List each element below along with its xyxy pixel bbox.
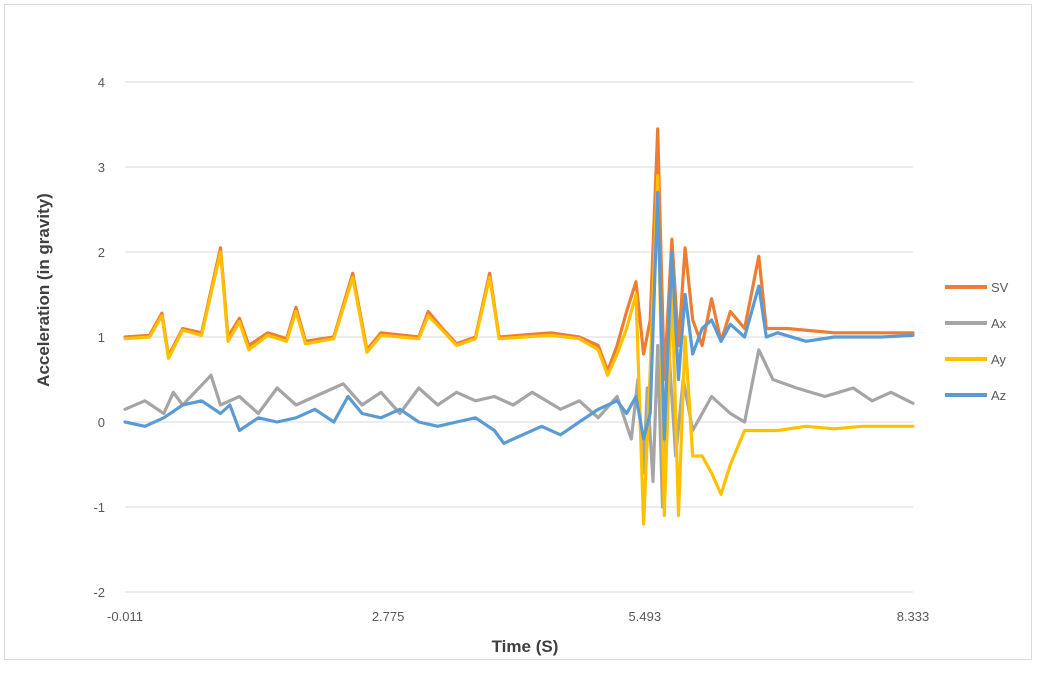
y-tick-label: 0 [98, 415, 105, 430]
y-tick-label: 3 [98, 160, 105, 175]
y-tick-label: 4 [98, 75, 105, 90]
x-axis-title: Time (S) [492, 637, 559, 656]
y-axis-title: Acceleration (in gravity) [34, 193, 53, 387]
x-axis-ticks: -0.011 2.775 5.493 8.333 [107, 609, 929, 624]
y-axis-ticks: -2 -1 0 1 2 3 4 [93, 75, 105, 600]
y-tick-label: 1 [98, 330, 105, 345]
series-line-ax [123, 343, 915, 509]
series-line-ay [123, 173, 915, 526]
legend-label-az: Az [991, 388, 1006, 403]
legend-label-ax: Ax [991, 316, 1007, 331]
x-tick-label: 8.333 [897, 609, 930, 624]
gridlines [125, 81, 913, 593]
series-line-sv [123, 127, 915, 382]
y-tick-label: -2 [93, 585, 105, 600]
x-tick-label: 5.493 [629, 609, 662, 624]
x-tick-label: -0.011 [107, 609, 143, 624]
legend-label-sv: SV [991, 280, 1009, 295]
x-tick-label: 2.775 [372, 609, 405, 624]
legend: SV Ax Ay Az [945, 280, 1009, 403]
series-line-az [123, 190, 915, 445]
y-tick-label: -1 [93, 500, 105, 515]
y-tick-label: 2 [98, 245, 105, 260]
chart-frame [4, 4, 1032, 660]
legend-label-ay: Ay [991, 352, 1006, 367]
series-lines [123, 127, 915, 526]
